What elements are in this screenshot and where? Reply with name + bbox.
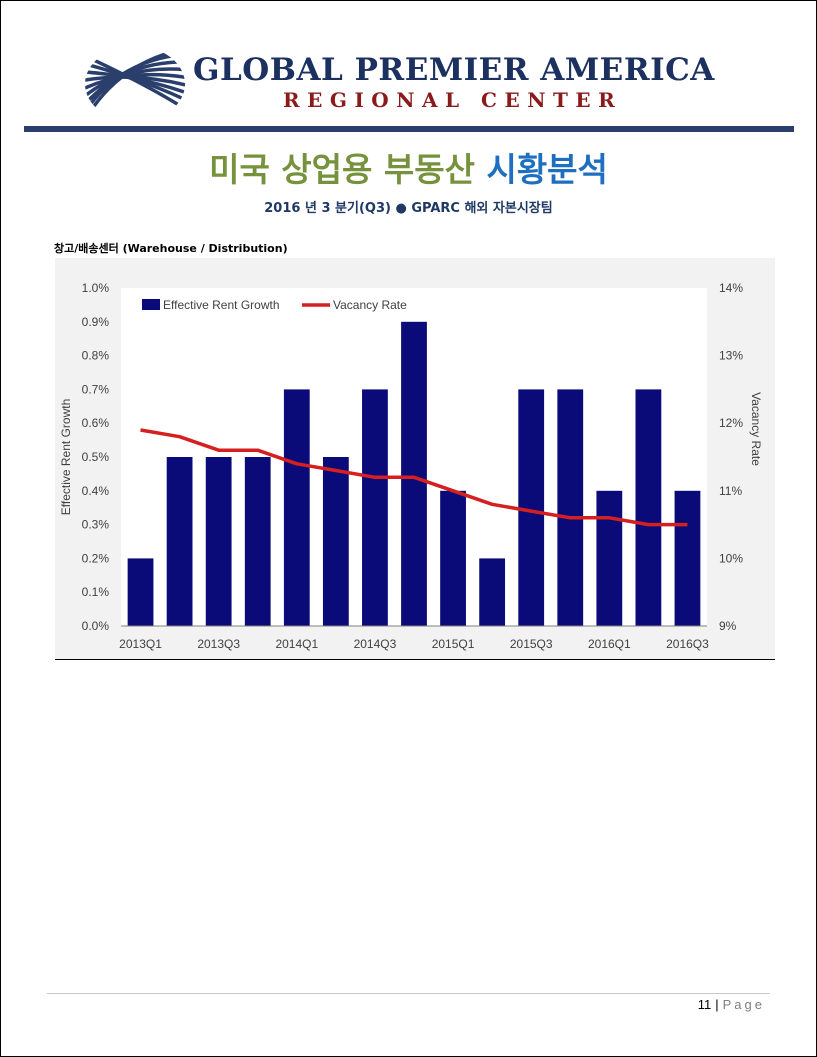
bar xyxy=(362,389,388,626)
legend-label-vacancy: Vacancy Rate xyxy=(333,298,407,312)
bar xyxy=(401,321,427,626)
page-title-green: 미국 상업용 부동산 xyxy=(209,150,475,189)
footer-separator: | xyxy=(715,997,719,1012)
legend-swatch-rent xyxy=(142,299,160,310)
bar xyxy=(127,558,154,626)
y2-tick-label: 11% xyxy=(719,484,742,498)
section-label: 창고/배송센터 (Warehouse / Distribution) xyxy=(54,242,288,255)
globe-swoosh-logo-icon xyxy=(85,46,185,121)
y2-tick-label: 13% xyxy=(719,349,743,363)
combo-chart: 0.0% 0.1% 0.2% 0.3% 0.4% 0.5% 0.6% 0.7% 0.8% 0.9%… xyxy=(55,258,775,660)
chart-container: 0.0% 0.1% 0.2% 0.3% 0.4% 0.5% 0.6% 0.7% 0.8% 0.9%… xyxy=(55,258,775,660)
x-tick-label: 2013Q3 xyxy=(197,637,240,651)
y-tick-label: 0.9% xyxy=(82,315,110,329)
legend-label-rent: Effective Rent Growth xyxy=(163,298,280,312)
y2-axis-title: Vacancy Rate xyxy=(749,392,763,466)
x-tick-label: 2014Q3 xyxy=(354,637,397,651)
y2-tick-label: 10% xyxy=(719,551,743,565)
page-word: Page xyxy=(722,997,765,1012)
x-tick-label: 2016Q3 xyxy=(666,637,709,651)
y-tick-label: 1.0% xyxy=(82,281,110,295)
page-subtitle: 2016 년 3 분기(Q3) ● GPARC 해외 자본시장팀 xyxy=(264,201,553,216)
y-tick-label: 0.8% xyxy=(82,349,110,363)
bar xyxy=(518,389,545,626)
vacancy-rate-line xyxy=(140,428,688,527)
header-rule xyxy=(24,126,794,132)
bar xyxy=(166,457,193,626)
page-title: 미국 상업용 부동산 시황분석 xyxy=(0,143,817,191)
brand-title: GLOBAL PREMIER AMERICA xyxy=(193,52,715,88)
page-footer: 11 | Page xyxy=(640,997,765,1012)
y-tick-label: 0.2% xyxy=(82,551,110,565)
bar xyxy=(596,490,623,626)
y2-tick-label: 9% xyxy=(719,619,737,633)
bar xyxy=(205,457,232,626)
page-title-blue: 시황분석 xyxy=(486,150,608,189)
y2-tick-label: 14% xyxy=(719,281,743,295)
y-tick-label: 0.3% xyxy=(82,518,110,532)
y2-tick-label: 12% xyxy=(719,416,743,430)
y-tick-label: 0.6% xyxy=(82,416,110,430)
y-axis-title: Effective Rent Growth xyxy=(59,399,73,516)
x-tick-label: 2014Q1 xyxy=(275,637,318,651)
y-tick-label: 0.1% xyxy=(82,585,110,599)
chart-bottom-rule xyxy=(55,659,775,660)
x-tick-label: 2015Q3 xyxy=(510,637,553,651)
bar xyxy=(557,389,584,626)
footer-rule xyxy=(47,993,770,994)
x-tick-label: 2016Q1 xyxy=(588,637,631,651)
bar xyxy=(244,457,271,626)
x-tick-label: 2015Q1 xyxy=(432,637,475,651)
y-tick-label: 0.4% xyxy=(82,484,110,498)
x-tick-label: 2013Q1 xyxy=(119,637,162,651)
brand-subtitle: REGIONAL CENTER xyxy=(283,88,623,112)
bar xyxy=(283,389,310,626)
bar xyxy=(674,490,701,626)
y-tick-label: 0.7% xyxy=(82,382,110,396)
y-tick-label: 0.5% xyxy=(82,450,110,464)
y-tick-label: 0.0% xyxy=(82,619,110,633)
bar xyxy=(440,490,466,626)
bar xyxy=(322,457,349,626)
page-number: 11 xyxy=(697,997,712,1012)
bar xyxy=(479,558,506,626)
bar xyxy=(635,389,662,626)
